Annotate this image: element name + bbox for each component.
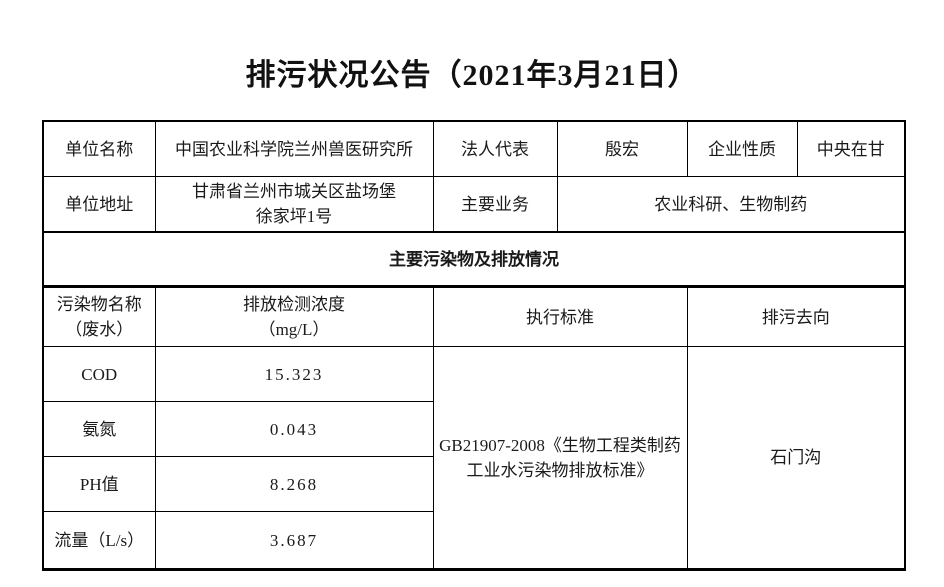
unit-address-line1: 甘肃省兰州市城关区盐场堡 bbox=[192, 182, 396, 201]
page-title: 排污状况公告（2021年3月21日） bbox=[245, 59, 699, 92]
unit-address-value: 甘肃省兰州市城关区盐场堡 徐家坪1号 bbox=[154, 176, 434, 233]
col-header-pollutant-name: 污染物名称 （废水） bbox=[42, 286, 156, 347]
pollutant-value: 15.323 bbox=[154, 346, 434, 402]
unit-address-line2: 徐家坪1号 bbox=[255, 207, 333, 226]
unit-address-label: 单位地址 bbox=[42, 176, 156, 233]
unit-name-label: 单位名称 bbox=[42, 120, 156, 177]
col-header-standard: 执行标准 bbox=[432, 286, 688, 347]
col-header-concentration: 排放检测浓度 （mg/L） bbox=[154, 286, 434, 347]
destination-value: 石门沟 bbox=[686, 346, 906, 570]
pollutant-row-flow: 流量（L/s） 3.687 bbox=[42, 511, 905, 570]
standard-value-line1: GB21907-2008《生物工程类制药 bbox=[439, 435, 681, 455]
pollutant-value: 8.268 bbox=[154, 456, 434, 512]
pollutant-name: 流量（L/s） bbox=[42, 511, 156, 570]
legal-rep-label: 法人代表 bbox=[432, 120, 558, 177]
col-header-destination: 排污去向 bbox=[686, 286, 906, 347]
main-business-label: 主要业务 bbox=[432, 176, 558, 233]
table-row-address: 单位地址 甘肃省兰州市城关区盐场堡 徐家坪1号 主要业务 农业科研、生物制药 bbox=[42, 176, 906, 233]
col-header-concentration-line1: 排放检测浓度 bbox=[243, 295, 345, 314]
section-header: 主要污染物及排放情况 bbox=[42, 231, 906, 288]
pollutant-name: PH值 bbox=[42, 456, 156, 512]
pollution-announcement-table: 单位名称 中国农业科学院兰州兽医研究所 法人代表 殷宏 企业性质 中央在甘 单位… bbox=[42, 120, 906, 571]
main-business-value: 农业科研、生物制药 bbox=[556, 176, 906, 233]
pollutant-value: 3.687 bbox=[154, 511, 434, 570]
col-header-concentration-line2: （mg/L） bbox=[258, 320, 330, 339]
enterprise-nature-label: 企业性质 bbox=[686, 120, 798, 177]
table-row-section-header: 主要污染物及排放情况 bbox=[42, 231, 906, 288]
enterprise-nature-value: 中央在甘 bbox=[796, 120, 906, 177]
pollutant-value: 0.043 bbox=[154, 401, 434, 457]
pollutant-name: 氨氮 bbox=[42, 401, 156, 457]
standard-value-line2: 工业水污染物排放标准》 bbox=[466, 460, 654, 480]
legal-rep-value: 殷宏 bbox=[556, 120, 688, 177]
pollutant-row-cod: COD 15.323 GB21907-2008《生物工程类制药 工业水污染物排放… bbox=[42, 346, 906, 570]
pollutant-row-ph: PH值 8.268 bbox=[42, 456, 905, 512]
col-header-pollutant-line2: （废水） bbox=[65, 320, 134, 339]
table-row-unit-info: 单位名称 中国农业科学院兰州兽医研究所 法人代表 殷宏 企业性质 中央在甘 bbox=[42, 120, 906, 177]
table-row-column-headers: 污染物名称 （废水） 排放检测浓度 （mg/L） 执行标准 排污去向 bbox=[42, 286, 906, 347]
unit-name-value: 中国农业科学院兰州兽医研究所 bbox=[154, 120, 434, 177]
col-header-pollutant-line1: 污染物名称 bbox=[56, 295, 142, 314]
standard-value: GB21907-2008《生物工程类制药 工业水污染物排放标准》 bbox=[432, 346, 688, 570]
pollutant-name: COD bbox=[42, 346, 156, 402]
pollutant-row-ammonia: 氨氮 0.043 bbox=[42, 401, 905, 457]
